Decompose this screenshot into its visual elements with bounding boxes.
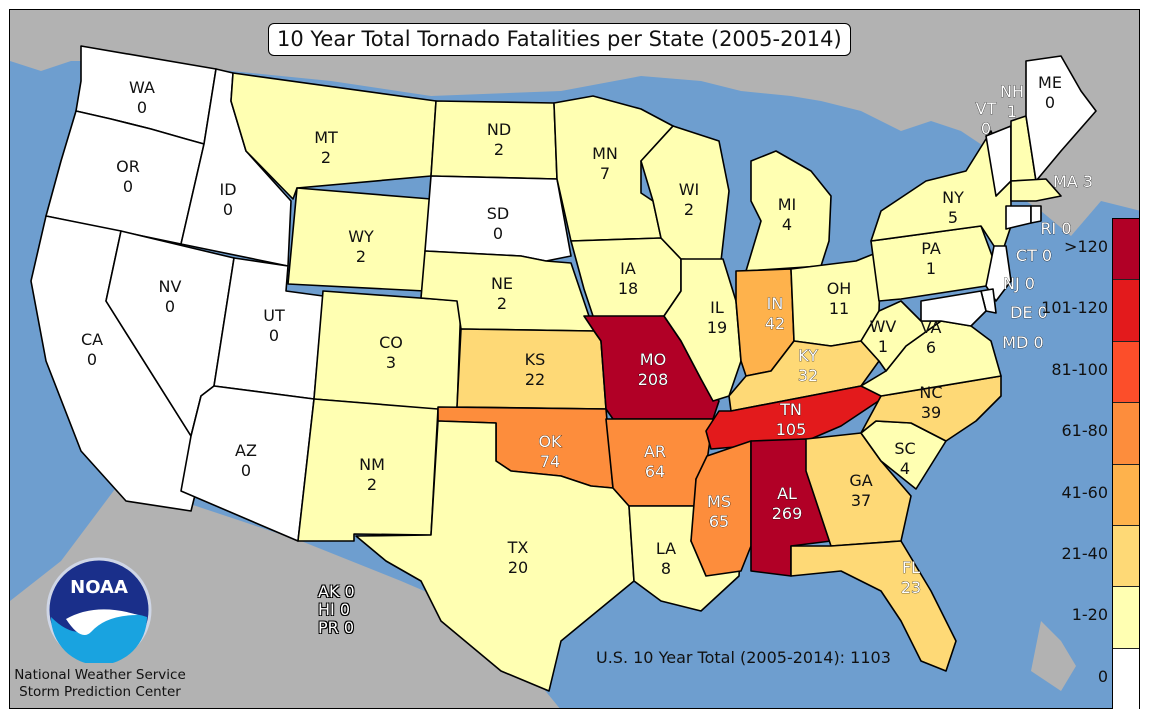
label-MO: MO 208 bbox=[638, 350, 669, 389]
state-ks bbox=[456, 328, 607, 410]
label-NV: NV 0 bbox=[159, 277, 182, 316]
label-SC: SC 4 bbox=[894, 439, 915, 478]
state-md bbox=[920, 290, 987, 327]
state-tn bbox=[705, 385, 887, 450]
label-OH: OH 11 bbox=[827, 279, 852, 318]
legend-colorbar bbox=[1112, 218, 1140, 710]
label-MT: MT 2 bbox=[314, 128, 338, 167]
legend-label: 81-100 bbox=[1051, 359, 1108, 379]
label-MI: MI 4 bbox=[778, 195, 797, 234]
legend-label: >120 bbox=[1064, 237, 1108, 256]
canada-land bbox=[10, 10, 1139, 236]
territory-ak: AK 0 bbox=[318, 582, 355, 601]
label-IN: IN 42 bbox=[765, 294, 785, 333]
legend-swatch bbox=[1113, 587, 1139, 649]
label-MS: MS 65 bbox=[707, 492, 731, 531]
legend-swatch bbox=[1113, 464, 1139, 526]
label-IL: IL 19 bbox=[707, 298, 727, 337]
label-WA: WA 0 bbox=[129, 78, 155, 117]
label-UT: UT 0 bbox=[263, 306, 285, 345]
label-GA: GA 37 bbox=[849, 471, 872, 510]
legend-swatch bbox=[1113, 525, 1139, 588]
state-me bbox=[1025, 55, 1097, 182]
label-KY: KY 32 bbox=[798, 346, 818, 385]
territory-hi: HI 0 bbox=[318, 600, 351, 619]
legend-label: 61-80 bbox=[1061, 421, 1109, 441]
label-CA: CA 0 bbox=[81, 330, 103, 369]
state-il bbox=[663, 258, 742, 402]
mexico-land bbox=[10, 481, 560, 708]
legend-label: 41-60 bbox=[1061, 482, 1109, 502]
legend-label: 0 bbox=[1097, 666, 1108, 686]
label-WY: WY 2 bbox=[348, 227, 374, 266]
label-TX: TX 20 bbox=[507, 538, 529, 577]
label-OR: OR 0 bbox=[116, 157, 140, 196]
label-AL: AL 269 bbox=[772, 484, 803, 523]
legend-swatch bbox=[1113, 341, 1139, 404]
label-NC: NC 39 bbox=[919, 383, 942, 422]
label-NY: NY 5 bbox=[942, 188, 964, 227]
label-AR: AR 64 bbox=[644, 442, 666, 481]
label-ND: ND 2 bbox=[487, 120, 511, 159]
label-TN: TN 105 bbox=[776, 400, 807, 439]
label-NH: NH 1 bbox=[1000, 82, 1024, 121]
label-KS: KS 22 bbox=[525, 350, 546, 389]
cuba-land bbox=[1031, 621, 1076, 691]
map-frame: WA 0 OR 0 CA 0 ID 0 NV 0 UT 0 AZ 0 MT 2 WY 2 CO 3 … bbox=[9, 9, 1140, 709]
legend-swatch bbox=[1113, 403, 1139, 465]
label-DE: DE 0 bbox=[1010, 303, 1048, 322]
state-nj bbox=[985, 245, 1012, 302]
legend-swatch bbox=[1113, 648, 1139, 710]
territory-pr: PR 0 bbox=[318, 618, 355, 637]
noaa-logo-text: NOAA bbox=[70, 577, 128, 598]
label-NE: NE 2 bbox=[491, 274, 513, 313]
state-tx bbox=[355, 420, 635, 692]
label-MN: MN 7 bbox=[592, 144, 618, 183]
state-labels: WA 0 OR 0 CA 0 ID 0 NV 0 UT 0 AZ 0 MT 2 WY 2 CO 3 … bbox=[81, 73, 1093, 597]
label-SD: SD 0 bbox=[487, 204, 509, 243]
label-RI: RI 0 bbox=[1040, 219, 1071, 238]
label-WI: WI 2 bbox=[679, 180, 700, 219]
label-CT: CT 0 bbox=[1016, 246, 1052, 265]
state-ri bbox=[1030, 205, 1042, 224]
us-total-text: U.S. 10 Year Total (2005-2014): 1103 bbox=[596, 648, 891, 667]
legend-label: 1-20 bbox=[1071, 605, 1108, 625]
state-wv bbox=[860, 300, 942, 372]
label-MA: MA 3 bbox=[1053, 172, 1093, 191]
label-VT: VT 0 bbox=[976, 99, 997, 138]
legend-swatch bbox=[1113, 219, 1139, 281]
noaa-logo: NOAA bbox=[46, 557, 152, 663]
map-title: 10 Year Total Tornado Fatalities per Sta… bbox=[268, 23, 851, 56]
label-ID: ID 0 bbox=[219, 180, 236, 219]
territories-list: AK 0 HI 0 PR 0 bbox=[318, 583, 355, 637]
label-OK: OK 74 bbox=[538, 432, 562, 471]
label-IA: IA 18 bbox=[618, 259, 638, 298]
label-MD: MD 0 bbox=[1002, 333, 1043, 352]
label-ME: ME 0 bbox=[1038, 73, 1062, 112]
legend-label: 101-120 bbox=[1041, 298, 1108, 318]
state-fl bbox=[790, 540, 957, 672]
label-VA: VA 6 bbox=[921, 318, 942, 357]
state-mi bbox=[745, 150, 832, 272]
legend-swatch bbox=[1113, 280, 1139, 342]
label-AZ: AZ 0 bbox=[235, 441, 257, 480]
label-PA: PA 1 bbox=[921, 239, 941, 278]
credit-line-1: National Weather Service bbox=[14, 667, 186, 683]
legend-label: 21-40 bbox=[1061, 543, 1109, 563]
credit-block: National Weather Service Storm Predictio… bbox=[0, 667, 200, 701]
credit-line-2: Storm Prediction Center bbox=[19, 684, 181, 700]
label-WV: WV 1 bbox=[870, 317, 897, 356]
label-CO: CO 3 bbox=[379, 333, 403, 372]
tornado-map: WA 0 OR 0 CA 0 ID 0 NV 0 UT 0 AZ 0 MT 2 WY 2 CO 3 … bbox=[10, 10, 1139, 708]
label-NM: NM 2 bbox=[359, 455, 385, 494]
label-LA: LA 8 bbox=[656, 539, 676, 578]
label-NJ: NJ 0 bbox=[1003, 274, 1035, 293]
states-layer bbox=[30, 45, 1097, 692]
state-ma bbox=[1010, 178, 1062, 202]
state-mn bbox=[553, 95, 674, 242]
label-FL: FL 23 bbox=[901, 558, 921, 597]
